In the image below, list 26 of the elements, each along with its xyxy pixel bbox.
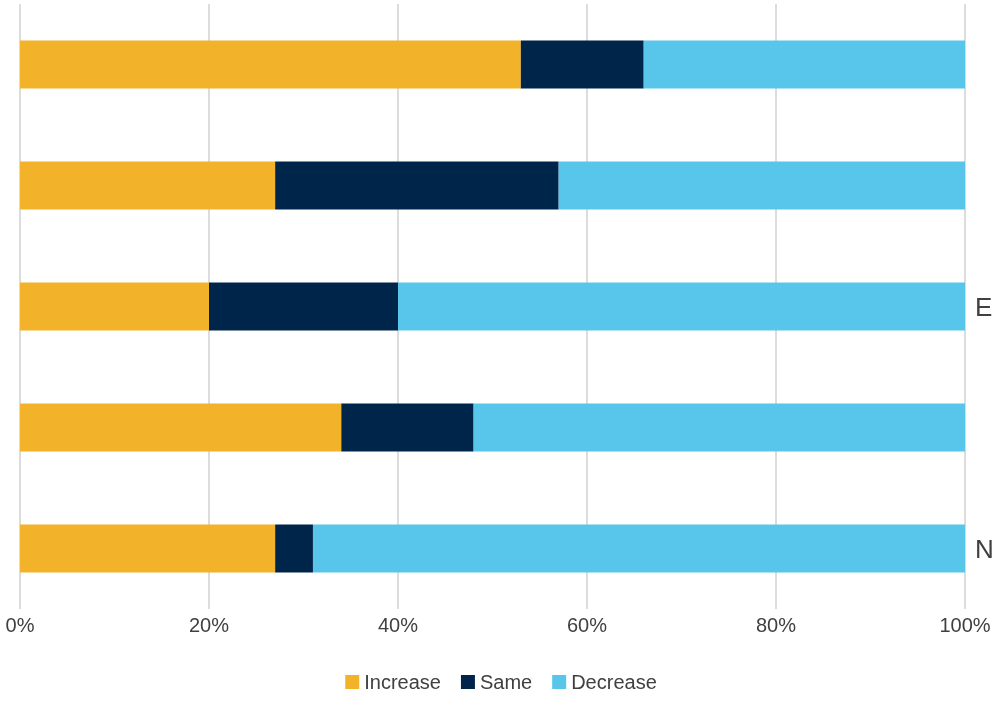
x-tick-label: 20% bbox=[188, 614, 230, 636]
bar bbox=[473, 403, 965, 452]
bar bbox=[275, 524, 313, 573]
y-tick-label: E bbox=[975, 291, 993, 322]
bar bbox=[20, 403, 342, 452]
bar bbox=[341, 403, 474, 452]
bar bbox=[398, 282, 965, 331]
bar bbox=[643, 40, 965, 89]
x-tick-label: 80% bbox=[755, 614, 797, 636]
bar bbox=[20, 524, 276, 573]
x-tick-label: 0% bbox=[5, 614, 35, 636]
bar bbox=[312, 524, 965, 573]
bar bbox=[275, 161, 559, 210]
bar bbox=[558, 161, 965, 210]
y-tick-label: N bbox=[975, 533, 994, 564]
bar bbox=[20, 161, 276, 210]
legend-label: Same bbox=[479, 671, 533, 693]
x-tick-label: 100% bbox=[939, 614, 991, 636]
legend-label: Decrease bbox=[571, 671, 657, 693]
legend-label: Increase bbox=[364, 671, 441, 693]
x-tick-label: 40% bbox=[377, 614, 419, 636]
bar bbox=[20, 282, 209, 331]
bar bbox=[20, 40, 521, 89]
x-tick-label: 60% bbox=[566, 614, 608, 636]
bar bbox=[209, 282, 398, 331]
bar bbox=[520, 40, 644, 89]
